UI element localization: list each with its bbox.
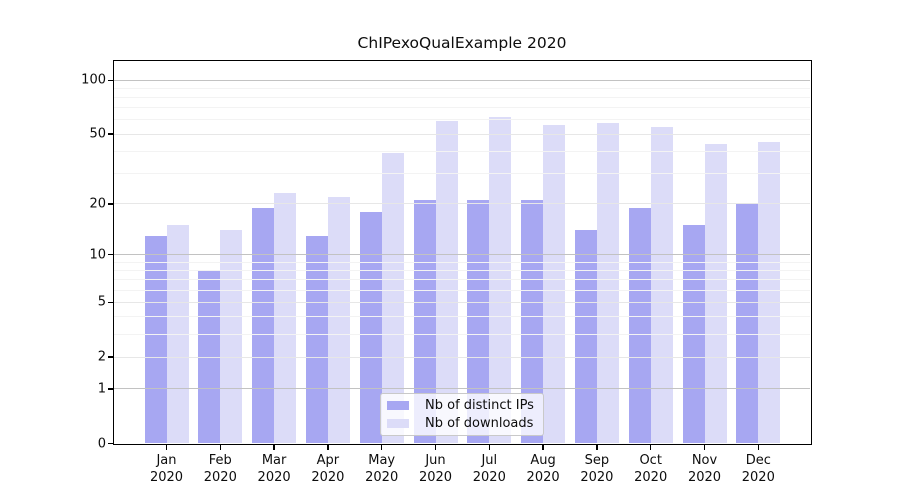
y-tick-label-100: 100: [81, 72, 106, 88]
bar-downloads-jun: [435, 121, 458, 444]
y-tick-label-50: 50: [89, 126, 106, 142]
bar-downloads-apr: [327, 196, 350, 444]
x-tick-label-mar: Mar 2020: [257, 453, 291, 485]
y-tick-mark-5: [108, 301, 113, 304]
x-tick-mark-mar: [273, 444, 275, 450]
y-tick-mark-0: [108, 442, 113, 445]
bar-downloads-oct: [650, 126, 673, 444]
x-tick-label-dec: Dec 2020: [741, 453, 775, 485]
legend-label-downloads: Nb of downloads: [425, 416, 534, 431]
bar-distinct-ips-mar: [252, 207, 275, 444]
x-tick-mark-jan: [165, 444, 168, 450]
x-tick-label-jun: Jun 2020: [418, 453, 453, 485]
y-tick-mark-20: [108, 203, 113, 205]
y-tick-label-5: 5: [97, 294, 106, 310]
y-tick-mark-2: [108, 356, 113, 358]
x-tick-mark-feb: [219, 444, 221, 450]
x-tick-mark-aug: [542, 444, 544, 450]
x-tick-label-jul: Jul 2020: [472, 453, 506, 485]
gridline-minor-80: [114, 97, 810, 99]
gridline-mid-50: [114, 133, 810, 135]
y-tick-label-20: 20: [89, 196, 106, 212]
y-tick-mark-10: [108, 254, 113, 256]
bar-distinct-ips-oct: [628, 207, 651, 444]
plot-area: [114, 61, 810, 444]
legend-label-distinct-ips: Nb of distinct IPs: [425, 398, 534, 413]
bar-distinct-ips-sep: [574, 230, 597, 444]
bar-distinct-ips-jun: [413, 200, 436, 444]
bar-downloads-feb: [220, 230, 243, 444]
bar-downloads-sep: [596, 122, 619, 444]
bar-downloads-jan: [166, 225, 189, 444]
gridline-minor-70: [114, 107, 810, 109]
x-tick-mark-jun: [434, 444, 437, 450]
x-tick-mark-jul: [488, 444, 490, 450]
x-tick-mark-nov: [703, 444, 706, 450]
x-tick-label-sep: Sep 2020: [580, 453, 614, 485]
x-tick-mark-apr: [327, 444, 329, 450]
x-tick-label-may: May 2020: [365, 453, 399, 485]
bar-downloads-aug: [543, 125, 566, 444]
y-tick-mark-100: [108, 79, 113, 81]
bar-distinct-ips-dec: [736, 203, 759, 444]
gridline-minor-60: [114, 119, 810, 121]
bar-distinct-ips-jul: [467, 200, 490, 444]
bar-downloads-mar: [274, 193, 297, 444]
x-tick-label-nov: Nov 2020: [687, 453, 722, 485]
bar-distinct-ips-may: [359, 211, 382, 444]
bar-downloads-nov: [704, 143, 727, 444]
x-tick-mark-dec: [757, 444, 759, 450]
bar-downloads-may: [381, 153, 404, 444]
y-tick-label-1: 1: [97, 381, 106, 397]
bar-downloads-dec: [758, 142, 781, 444]
y-tick-label-2: 2: [97, 349, 106, 365]
bar-distinct-ips-jan: [144, 235, 167, 444]
legend-swatch-downloads: [387, 419, 409, 428]
x-tick-label-jan: Jan 2020: [149, 453, 184, 485]
y-tick-label-10: 10: [89, 247, 106, 263]
legend-item-distinct-ips: Nb of distinct IPs: [387, 397, 537, 414]
gridline-major-100: [114, 79, 810, 81]
legend-item-downloads: Nb of downloads: [387, 415, 537, 432]
x-tick-mark-may: [381, 444, 383, 450]
bar-distinct-ips-nov: [682, 225, 705, 444]
y-tick-label-0: 0: [97, 436, 106, 451]
x-tick-label-aug: Aug 2020: [526, 453, 560, 485]
legend-swatch-distinct-ips: [387, 401, 409, 410]
x-tick-mark-oct: [650, 444, 652, 450]
bar-distinct-ips-aug: [521, 200, 544, 444]
gridline-minor-90: [114, 87, 810, 89]
x-tick-label-oct: Oct 2020: [634, 453, 668, 485]
bar-downloads-jul: [489, 117, 512, 444]
x-tick-label-apr: Apr 2020: [311, 453, 345, 485]
bar-distinct-ips-feb: [198, 270, 221, 444]
y-tick-mark-50: [108, 133, 113, 135]
x-tick-label-feb: Feb 2020: [203, 453, 237, 485]
bar-distinct-ips-apr: [305, 235, 328, 444]
x-tick-mark-sep: [596, 444, 598, 450]
y-tick-mark-1: [108, 388, 113, 390]
chart-title: ChIPexoQualExample 2020: [357, 34, 567, 52]
legend: Nb of distinct IPs Nb of downloads: [380, 393, 544, 436]
